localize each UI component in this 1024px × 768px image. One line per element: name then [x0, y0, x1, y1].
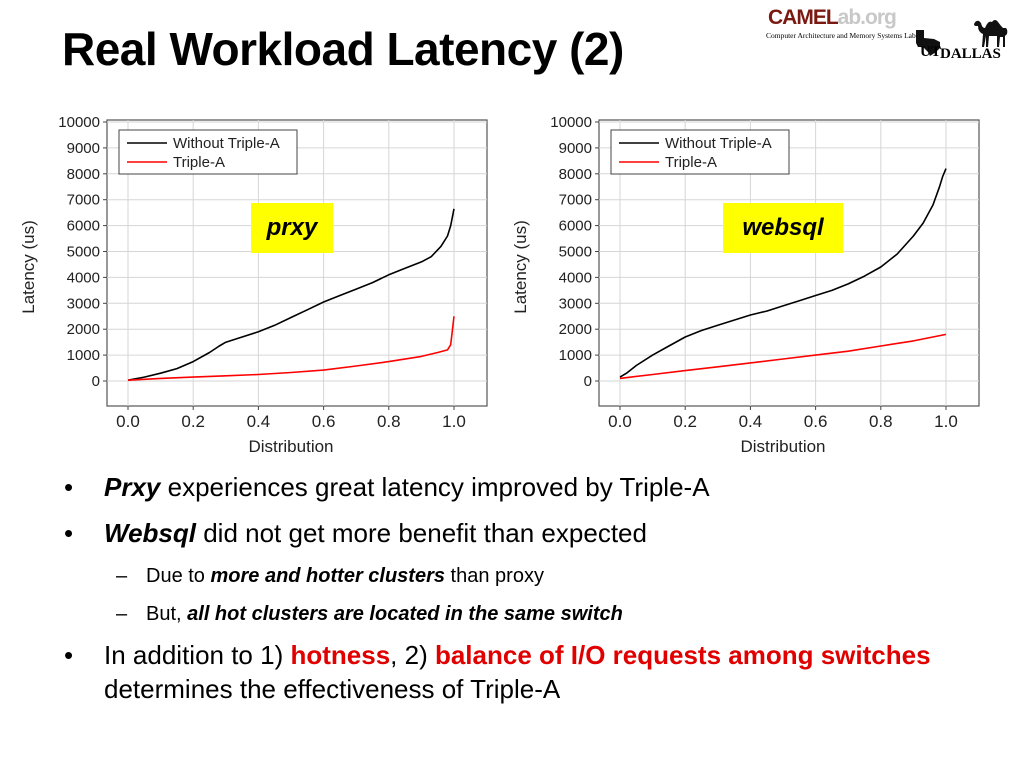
y-tick-label: 1000 [67, 347, 100, 364]
bullet-text: , 2) [390, 640, 435, 670]
x-tick-label: 0.0 [116, 412, 140, 431]
bullet-item: In addition to 1) hotness, 2) balance of… [62, 638, 1002, 706]
legend-box [610, 129, 790, 175]
bullet-text: more and hotter clusters [210, 565, 445, 587]
bullet-text: hotness [290, 640, 391, 670]
x-tick-label: 0.6 [804, 412, 828, 431]
bullet-item: Prxy experiences great latency improved … [62, 470, 1002, 504]
logo-dallas: DALLAS [940, 46, 1001, 62]
x-tick-label: 0.2 [181, 412, 205, 431]
y-tick-label: 4000 [67, 269, 100, 286]
bullet-list: Prxy experiences great latency improved … [62, 470, 1002, 718]
logo-text: CAMELab.org [768, 6, 897, 30]
logo-text-camel: CAMEL [768, 6, 839, 29]
x-tick-label: 0.4 [247, 412, 271, 431]
y-tick-label: 9000 [559, 140, 592, 157]
prxy-latency-chart: 0 1000 2000 3000 4000 5000 6000 7000 8000 9000 100… [19, 114, 488, 456]
logo-subtitle: Computer Architecture and Memory Systems… [766, 31, 916, 40]
bullet-text: determines the effectiveness of Triple-A [104, 674, 561, 704]
prxy-badge: prxy [251, 203, 333, 253]
legend-label: Triple-A [173, 154, 225, 171]
x-tick-label: 0.4 [739, 412, 763, 431]
bullet-text: did not get more benefit than expected [195, 518, 647, 548]
y-tick-label: 5000 [559, 244, 592, 261]
bullet-text: But, [146, 603, 188, 625]
bullet-item: Websql did not get more benefit than exp… [62, 516, 1002, 550]
series-line-without-triple-a [127, 208, 455, 381]
x-tick-label: 0.6 [312, 412, 336, 431]
x-tick-label: 0.0 [608, 412, 632, 431]
y-tick-label: 8000 [67, 166, 100, 183]
x-tick-label: 0.8 [869, 412, 893, 431]
y-axis-label: Latency (us) [511, 220, 530, 314]
bullet-text: In addition to 1) [104, 640, 291, 670]
websql-latency-chart: 0 1000 2000 3000 4000 5000 6000 7000 8000 9000 100… [511, 114, 980, 456]
y-tick-label: 7000 [67, 192, 100, 209]
y-tick-label: 9000 [67, 140, 100, 157]
y-tick-label: 6000 [67, 218, 100, 235]
bullet-text: Prxy [104, 472, 161, 502]
x-tick-label: 0.8 [377, 412, 401, 431]
bullet-item: Due to more and hotter clusters than pro… [62, 562, 1002, 590]
bullet-text: balance of I/O requests among switches [434, 640, 931, 670]
legend-label: Without Triple-A [173, 135, 280, 152]
y-tick-label: 10000 [58, 114, 100, 131]
logo-text-lab: ab.org [837, 6, 897, 29]
texas-map-icon [916, 30, 940, 56]
bullet-text: experiences great latency improved by Tr… [160, 472, 710, 502]
logo-ut: UT [920, 44, 941, 60]
x-tick-label: 1.0 [442, 412, 466, 431]
series-line-triple-a [619, 333, 947, 380]
x-tick-label: 1.0 [934, 412, 958, 431]
bullet-text: Due to [146, 565, 211, 587]
y-tick-label: 0 [92, 373, 100, 390]
y-tick-label: 3000 [67, 295, 100, 312]
y-tick-label: 6000 [559, 218, 592, 235]
y-tick-label: 4000 [559, 269, 592, 286]
series-line-without-triple-a [619, 168, 947, 378]
series-line-triple-a [127, 316, 455, 381]
y-tick-label: 5000 [67, 244, 100, 261]
bullet-item: But, all hot clusters are located in the… [62, 600, 1002, 628]
legend-box [118, 129, 298, 175]
bullet-text: Websql [104, 518, 196, 548]
y-tick-label: 3000 [559, 295, 592, 312]
x-axis-label: Distribution [248, 437, 333, 456]
y-tick-label: 2000 [67, 321, 100, 338]
bullet-text: all hot clusters are located in the same… [187, 603, 623, 625]
y-axis-label: Latency (us) [19, 220, 38, 314]
y-tick-label: 0 [584, 373, 592, 390]
y-tick-label: 10000 [550, 114, 592, 131]
websql-badge: websql [723, 203, 843, 253]
x-tick-label: 0.2 [673, 412, 697, 431]
y-tick-label: 7000 [559, 192, 592, 209]
y-tick-label: 8000 [559, 166, 592, 183]
legend-label: Without Triple-A [665, 135, 772, 152]
y-tick-label: 2000 [559, 321, 592, 338]
bullet-text: than proxy [445, 565, 544, 587]
camel-lab-logo: CAMELab.org Computer Architecture and Me… [764, 6, 1019, 68]
slide-title: Real Workload Latency (2) [62, 23, 624, 75]
camel-icon [974, 20, 1008, 47]
legend-label: Triple-A [665, 154, 717, 171]
y-tick-label: 1000 [559, 347, 592, 364]
x-axis-label: Distribution [740, 437, 825, 456]
